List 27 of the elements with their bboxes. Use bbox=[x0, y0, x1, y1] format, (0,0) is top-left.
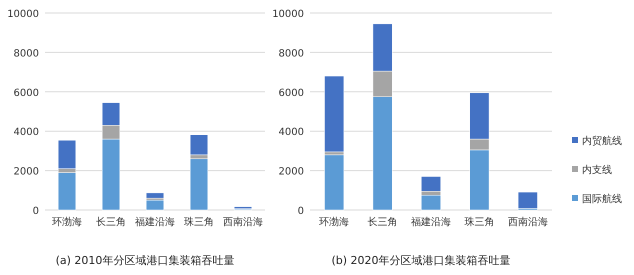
x-tick-label: 福建沿海 bbox=[135, 216, 175, 228]
y-tick-label: 8000 bbox=[278, 48, 304, 60]
y-tick-label: 4000 bbox=[14, 127, 39, 138]
y-tick-label: 6000 bbox=[278, 88, 304, 99]
y-tick-label: 10000 bbox=[272, 9, 304, 20]
x-tick-label: 长三角 bbox=[368, 216, 398, 228]
legend-label: 内支线 bbox=[582, 164, 612, 176]
x-axis-title: (a) 2010年分区域港口集装箱吞吐量 bbox=[56, 254, 234, 267]
x-tick-label: 西南沿海 bbox=[223, 216, 263, 228]
y-tick-label: 0 bbox=[32, 206, 39, 217]
x-tick-label: 福建沿海 bbox=[411, 216, 451, 228]
x-tick-label: 珠三角 bbox=[464, 216, 494, 228]
legend-label: 内贸航线 bbox=[582, 135, 622, 147]
legend-label: 国际航线 bbox=[582, 193, 622, 205]
x-tick-label: 西南沿海 bbox=[508, 216, 548, 228]
y-tick-label: 2000 bbox=[14, 166, 39, 178]
y-tick-label: 0 bbox=[298, 206, 304, 217]
x-tick-label: 长三角 bbox=[96, 216, 126, 228]
x-tick-label: 环渤海 bbox=[319, 216, 350, 228]
x-tick-label: 环渤海 bbox=[52, 216, 82, 228]
x-axis-title: (b) 2020年分区域港口集装箱吞吐量 bbox=[331, 254, 511, 267]
y-tick-label: 4000 bbox=[278, 127, 304, 138]
y-tick-label: 2000 bbox=[278, 166, 304, 178]
y-tick-label: 6000 bbox=[14, 88, 39, 99]
x-tick-label: 珠三角 bbox=[184, 216, 214, 228]
y-tick-label: 10000 bbox=[7, 9, 39, 20]
y-tick-label: 8000 bbox=[14, 48, 39, 60]
